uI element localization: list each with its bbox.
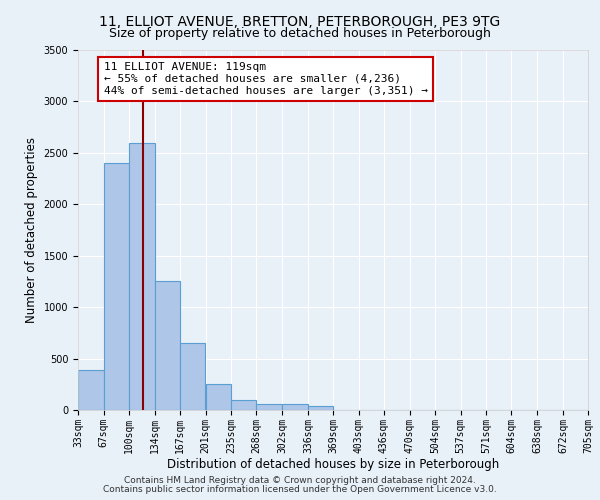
Bar [179,343,205,410]
Bar [155,282,179,410]
Text: Contains HM Land Registry data © Crown copyright and database right 2024.: Contains HM Land Registry data © Crown c… [124,476,476,485]
Bar [282,404,308,410]
Bar [256,404,282,410]
Bar [78,370,104,410]
Bar [129,142,155,410]
Y-axis label: Number of detached properties: Number of detached properties [25,137,38,323]
Bar [205,384,232,410]
Bar [232,400,256,410]
Text: 11 ELLIOT AVENUE: 119sqm
← 55% of detached houses are smaller (4,236)
44% of sem: 11 ELLIOT AVENUE: 119sqm ← 55% of detach… [104,62,428,96]
Bar [308,406,333,410]
Bar [104,163,129,410]
Text: Size of property relative to detached houses in Peterborough: Size of property relative to detached ho… [109,28,491,40]
Text: Contains public sector information licensed under the Open Government Licence v3: Contains public sector information licen… [103,485,497,494]
Text: 11, ELLIOT AVENUE, BRETTON, PETERBOROUGH, PE3 9TG: 11, ELLIOT AVENUE, BRETTON, PETERBOROUGH… [100,15,500,29]
X-axis label: Distribution of detached houses by size in Peterborough: Distribution of detached houses by size … [167,458,499,471]
